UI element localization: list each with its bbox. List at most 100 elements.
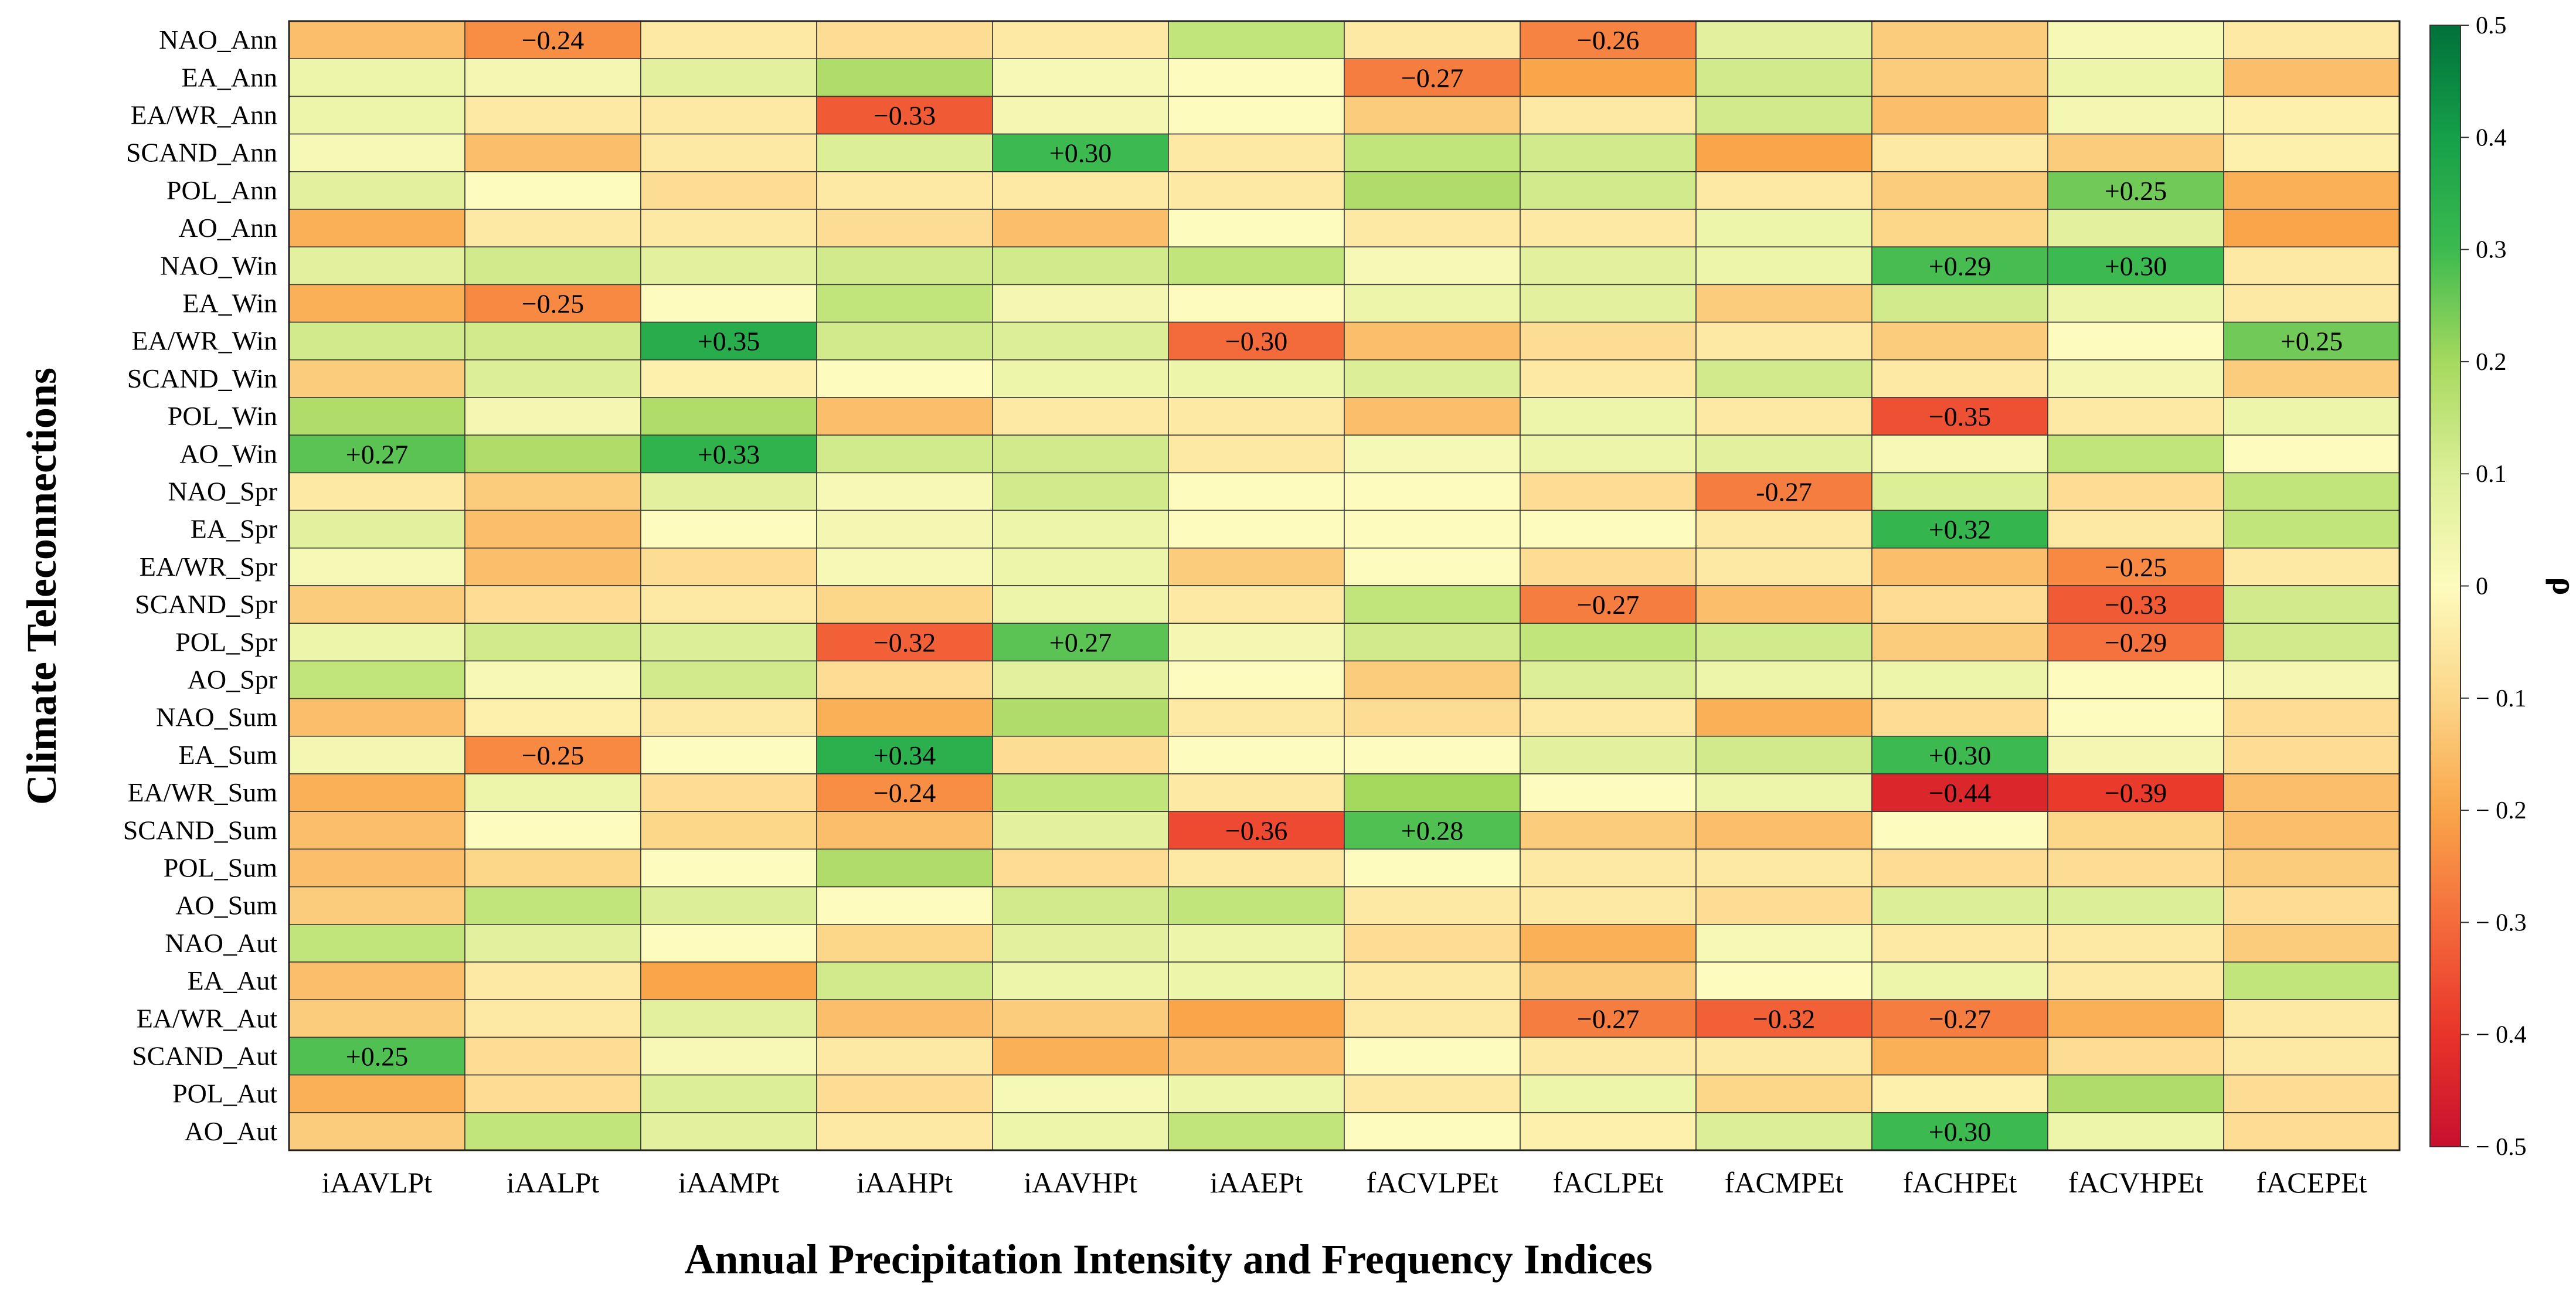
- heatmap-cell: [640, 660, 817, 699]
- heatmap-cell: [992, 1074, 1169, 1113]
- heatmap-cell: [2047, 924, 2224, 963]
- heatmap-cell: [2223, 999, 2400, 1038]
- heatmap-cell: [1520, 397, 1697, 436]
- heatmap-cell: [640, 1112, 817, 1151]
- heatmap-cell: [1871, 848, 2048, 888]
- cell-annotation: −0.33: [2105, 590, 2167, 620]
- heatmap-cell: [1168, 736, 1345, 774]
- heatmap-cell: [1168, 1112, 1345, 1151]
- heatmap-cell: [1871, 434, 2048, 474]
- row-label: NAO_Spr: [168, 477, 277, 507]
- heatmap-cell: [2047, 1112, 2224, 1151]
- heatmap-cell: [464, 209, 641, 247]
- heatmap-cell: [464, 999, 641, 1038]
- cell-annotation: +0.33: [698, 439, 760, 469]
- heatmap-cell: [640, 171, 817, 210]
- column-label: iAALPt: [507, 1166, 599, 1199]
- heatmap-cell: [464, 773, 641, 812]
- cell-annotation: +0.30: [2105, 251, 2167, 281]
- cell-annotation: −0.25: [2105, 552, 2167, 582]
- cell-annotation: −0.25: [522, 740, 584, 770]
- heatmap-cell: [2047, 397, 2224, 436]
- heatmap-cell: [1871, 472, 2048, 511]
- heatmap-cell: [1344, 547, 1521, 586]
- heatmap-cell: [640, 246, 817, 286]
- heatmap-cell: [1344, 21, 1521, 59]
- heatmap-cell: [1520, 1074, 1697, 1113]
- heatmap-cell: [1695, 660, 1872, 699]
- heatmap-cell: [1168, 21, 1345, 59]
- heatmap-cell: [2223, 359, 2400, 398]
- heatmap-cell: [2223, 434, 2400, 474]
- heatmap-cell: [992, 284, 1169, 323]
- heatmap-cell: [1344, 321, 1521, 361]
- heatmap-cell: [464, 886, 641, 925]
- heatmap-cell: [816, 359, 993, 398]
- heatmap-cell: [1168, 96, 1345, 135]
- heatmap-cell: [640, 848, 817, 888]
- row-label: EA/WR_Spr: [140, 552, 277, 582]
- colorbar-tick-label: − 0.2: [2476, 797, 2527, 824]
- heatmap-cell: [2223, 585, 2400, 624]
- heatmap-cell: [1520, 547, 1697, 586]
- heatmap-cell: [1695, 961, 1872, 1000]
- heatmap-cell: [464, 397, 641, 436]
- heatmap-cell: [640, 96, 817, 135]
- cell-annotation: −0.33: [874, 101, 936, 131]
- heatmap-cell: [816, 58, 993, 97]
- heatmap-cell: [816, 736, 993, 774]
- heatmap-cell: [992, 246, 1169, 286]
- heatmap-cell: [1168, 359, 1345, 398]
- row-label: SCAND_Spr: [135, 589, 277, 619]
- row-label: SCAND_Ann: [126, 138, 277, 168]
- heatmap-cell: [2047, 961, 2224, 1000]
- heatmap-border: [288, 20, 2401, 1151]
- heatmap-cell: [2223, 58, 2400, 97]
- heatmap-cell: [816, 1074, 993, 1113]
- heatmap-cell: [464, 21, 641, 59]
- heatmap-cell: [640, 509, 817, 549]
- column-label: iAAVHPt: [1024, 1166, 1137, 1199]
- heatmap-cell: [816, 171, 993, 210]
- heatmap-cell: [1344, 999, 1521, 1038]
- heatmap-cell: [464, 924, 641, 963]
- heatmap-cell: [2047, 133, 2224, 172]
- cell-annotation: −0.35: [1929, 402, 1991, 431]
- heatmap-cell: [1168, 397, 1345, 436]
- heatmap-cell: [640, 999, 817, 1038]
- heatmap-cell: [1520, 58, 1697, 97]
- heatmap-cell: [1520, 321, 1697, 361]
- cell-annotation: −0.27: [1577, 1004, 1639, 1034]
- cell-annotation: −0.26: [1577, 25, 1639, 55]
- heatmap-cell: [640, 961, 817, 1000]
- heatmap-cell: [1168, 133, 1345, 172]
- heatmap-cell: [2047, 509, 2224, 549]
- heatmap-cell: [1168, 209, 1345, 247]
- heatmap-cell: [1520, 1036, 1697, 1076]
- row-label: EA_Sum: [178, 740, 277, 770]
- heatmap-cell: [816, 321, 993, 361]
- heatmap-cell: [1520, 811, 1697, 850]
- heatmap-cell: [1871, 660, 2048, 699]
- heatmap-cell: [288, 58, 465, 97]
- heatmap-cell: [1695, 886, 1872, 925]
- heatmap-cell: [1344, 811, 1521, 850]
- colorbar-tick-label: 0.1: [2476, 461, 2507, 488]
- heatmap-cell: [1344, 961, 1521, 1000]
- heatmap-cell: [992, 660, 1169, 699]
- heatmap-cell: [288, 171, 465, 210]
- heatmap-cell: [288, 660, 465, 699]
- column-label: iAAEPt: [1210, 1166, 1303, 1199]
- cell-annotation: +0.27: [1049, 627, 1112, 657]
- heatmap-cell: [640, 284, 817, 323]
- heatmap-cell: [1520, 698, 1697, 737]
- heatmap-cell: [1344, 246, 1521, 286]
- heatmap-cell: [640, 886, 817, 925]
- heatmap-cell: [288, 472, 465, 511]
- column-label: iAAVLPt: [322, 1166, 432, 1199]
- heatmap-cell: [2223, 246, 2400, 286]
- heatmap-cell: [992, 886, 1169, 925]
- heatmap-cell: [1871, 96, 2048, 135]
- heatmap-cell: [640, 547, 817, 586]
